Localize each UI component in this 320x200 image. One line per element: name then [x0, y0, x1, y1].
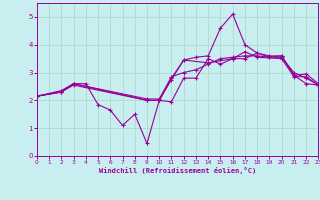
X-axis label: Windchill (Refroidissement éolien,°C): Windchill (Refroidissement éolien,°C): [99, 167, 256, 174]
